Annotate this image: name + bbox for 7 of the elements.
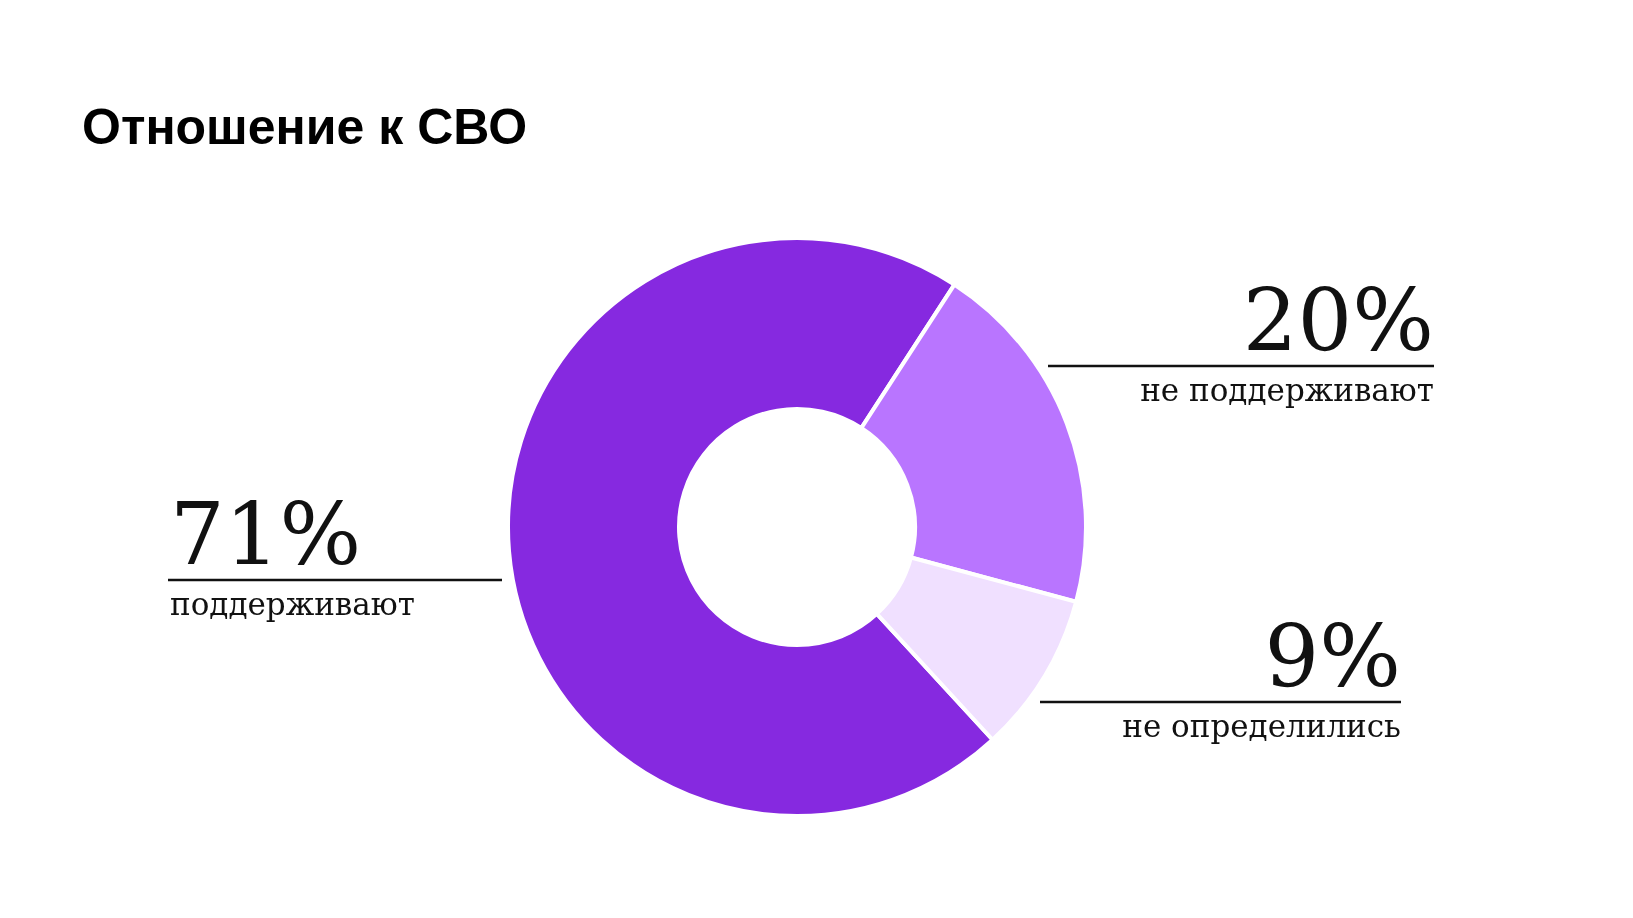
data-label: 71% xyxy=(170,484,362,584)
slice-label: поддерживают xyxy=(170,586,415,622)
chart-title: Отношение к СВО xyxy=(82,99,528,155)
slice-label: не определились xyxy=(1122,708,1401,744)
data-label: 9% xyxy=(1264,606,1401,706)
slice-label: не поддерживают xyxy=(1140,372,1434,408)
data-label: 20% xyxy=(1242,270,1434,370)
